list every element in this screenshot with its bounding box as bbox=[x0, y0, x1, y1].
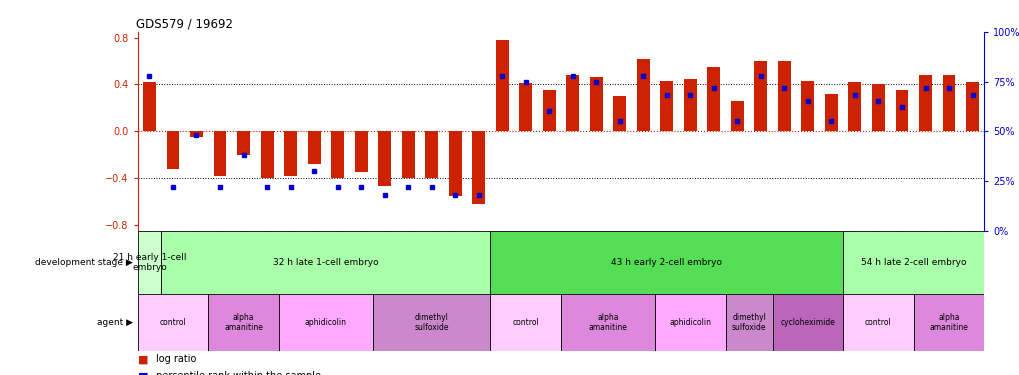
Bar bbox=[871, 84, 884, 131]
Bar bbox=[824, 94, 837, 131]
Bar bbox=[754, 61, 766, 131]
Bar bbox=[589, 78, 602, 131]
Bar bbox=[843, 294, 913, 351]
Bar bbox=[161, 231, 490, 294]
Bar bbox=[683, 79, 696, 131]
Bar bbox=[490, 294, 560, 351]
Bar bbox=[659, 81, 673, 131]
Bar bbox=[772, 294, 843, 351]
Bar bbox=[448, 131, 462, 195]
Text: 43 h early 2-cell embryo: 43 h early 2-cell embryo bbox=[610, 258, 721, 267]
Bar bbox=[236, 131, 250, 154]
Bar bbox=[138, 294, 208, 351]
Bar bbox=[965, 82, 978, 131]
Bar bbox=[566, 75, 579, 131]
Text: 21 h early 1-cell
embryo: 21 h early 1-cell embryo bbox=[112, 253, 186, 272]
Bar bbox=[560, 294, 654, 351]
Bar bbox=[636, 59, 649, 131]
Text: alpha
amanitine: alpha amanitine bbox=[224, 313, 263, 332]
Bar bbox=[284, 131, 297, 176]
Bar bbox=[472, 131, 485, 204]
Bar bbox=[138, 231, 161, 294]
Text: cycloheximide: cycloheximide bbox=[780, 318, 835, 327]
Text: control: control bbox=[864, 318, 891, 327]
Text: alpha
amanitine: alpha amanitine bbox=[588, 313, 627, 332]
Text: dimethyl
sulfoxide: dimethyl sulfoxide bbox=[732, 313, 765, 332]
Text: alpha
amanitine: alpha amanitine bbox=[928, 313, 967, 332]
Bar bbox=[519, 83, 532, 131]
Bar bbox=[542, 90, 555, 131]
Text: 54 h late 2-cell embryo: 54 h late 2-cell embryo bbox=[860, 258, 966, 267]
Bar bbox=[331, 131, 343, 178]
Bar bbox=[166, 131, 179, 169]
Bar bbox=[355, 131, 367, 172]
Bar bbox=[612, 96, 626, 131]
Bar bbox=[895, 90, 908, 131]
Text: dimethyl
sulfoxide: dimethyl sulfoxide bbox=[414, 313, 448, 332]
Bar bbox=[308, 131, 320, 164]
Text: log ratio: log ratio bbox=[156, 354, 197, 364]
Bar bbox=[707, 67, 719, 131]
Bar bbox=[260, 131, 273, 178]
Bar bbox=[378, 131, 390, 186]
Bar bbox=[213, 131, 226, 176]
Text: control: control bbox=[159, 318, 186, 327]
Text: aphidicolin: aphidicolin bbox=[668, 318, 710, 327]
Text: control: control bbox=[512, 318, 539, 327]
Bar bbox=[913, 294, 983, 351]
Bar bbox=[495, 40, 508, 131]
Text: 32 h late 1-cell embryo: 32 h late 1-cell embryo bbox=[273, 258, 378, 267]
Text: development stage ▶: development stage ▶ bbox=[35, 258, 132, 267]
Bar bbox=[190, 131, 203, 137]
Bar bbox=[918, 75, 931, 131]
Bar bbox=[373, 294, 490, 351]
Bar bbox=[801, 81, 813, 131]
Bar bbox=[278, 294, 373, 351]
Text: agent ▶: agent ▶ bbox=[97, 318, 132, 327]
Bar bbox=[208, 294, 278, 351]
Bar bbox=[143, 82, 156, 131]
Bar bbox=[848, 82, 861, 131]
Bar bbox=[425, 131, 438, 178]
Bar bbox=[777, 61, 790, 131]
Text: GDS579 / 19692: GDS579 / 19692 bbox=[136, 18, 232, 31]
Bar bbox=[731, 101, 743, 131]
Bar bbox=[942, 75, 955, 131]
Text: percentile rank within the sample: percentile rank within the sample bbox=[156, 371, 321, 375]
Bar bbox=[725, 294, 772, 351]
Text: ■: ■ bbox=[138, 354, 148, 364]
Text: aphidicolin: aphidicolin bbox=[305, 318, 346, 327]
Bar bbox=[654, 294, 725, 351]
Bar bbox=[490, 231, 843, 294]
Text: ■: ■ bbox=[138, 371, 148, 375]
Bar bbox=[843, 231, 983, 294]
Bar bbox=[401, 131, 414, 178]
